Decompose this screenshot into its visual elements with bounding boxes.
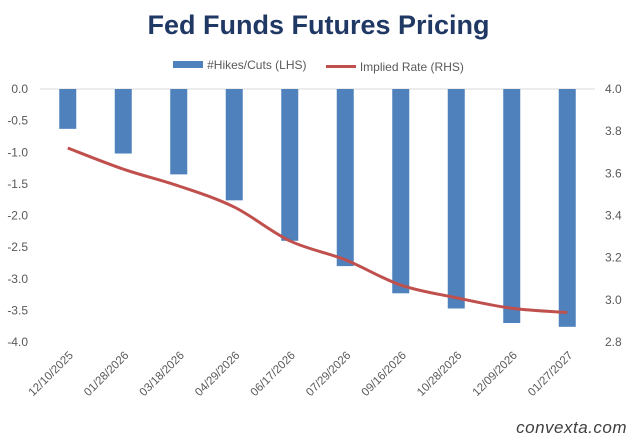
- right-tick-label: 3.6: [605, 166, 622, 180]
- left-tick-label: 0.0: [11, 82, 28, 96]
- watermark: convexta.com: [516, 418, 627, 437]
- legend-swatch-line: [325, 65, 356, 68]
- x-tick-label: 01/27/2027: [526, 350, 575, 399]
- left-tick-label: -3.5: [7, 303, 28, 317]
- legend-item-line: Implied Rate (RHS): [325, 59, 464, 74]
- bar: [225, 89, 243, 201]
- x-tick-label: 12/10/2025: [27, 350, 76, 399]
- bar: [336, 89, 354, 267]
- bar: [281, 89, 299, 241]
- left-tick-label: -2.0: [7, 209, 28, 223]
- bar: [170, 89, 188, 175]
- bar: [59, 89, 77, 129]
- legend-swatch-bars: [173, 61, 204, 68]
- right-tick-label: 3.8: [605, 124, 622, 138]
- left-tick-label: -1.5: [7, 177, 28, 191]
- left-tick-label: -4.0: [7, 335, 28, 349]
- right-tick-label: 3.0: [605, 293, 622, 307]
- x-tick-label: 06/17/2026: [249, 350, 298, 399]
- x-tick-label: 01/28/2026: [82, 350, 131, 399]
- legend-label-line: Implied Rate (RHS): [359, 59, 464, 74]
- left-tick-label: -3.0: [7, 272, 28, 286]
- x-tick-label: 12/09/2026: [471, 350, 520, 399]
- x-tick-label: 09/16/2026: [360, 350, 409, 399]
- left-tick-label: -2.5: [7, 240, 28, 254]
- right-tick-label: 3.2: [605, 251, 622, 265]
- right-tick-label: 4.0: [605, 82, 622, 96]
- bar: [558, 89, 576, 327]
- right-tick-label: 3.4: [605, 209, 622, 223]
- x-tick-label: 04/29/2026: [193, 350, 242, 399]
- bar: [114, 89, 132, 154]
- series-line: [67, 146, 568, 314]
- legend-label-bars: #Hikes/Cuts (LHS): [207, 57, 307, 72]
- legend-item-bars: #Hikes/Cuts (LHS): [173, 58, 306, 72]
- bar: [392, 89, 410, 294]
- left-tick-label: -0.5: [7, 114, 28, 128]
- left-tick-label: -1.0: [7, 145, 28, 159]
- legend: #Hikes/Cuts (LHS) Implied Rate (RHS): [0, 57, 637, 74]
- bar: [447, 89, 465, 309]
- x-tick-label: 10/28/2026: [415, 350, 464, 399]
- x-tick-label: 03/18/2026: [138, 350, 187, 399]
- bar: [503, 89, 521, 324]
- chart-title: Fed Funds Futures Pricing: [147, 10, 490, 40]
- x-tick-label: 07/29/2026: [304, 350, 353, 399]
- right-tick-label: 2.8: [605, 335, 622, 349]
